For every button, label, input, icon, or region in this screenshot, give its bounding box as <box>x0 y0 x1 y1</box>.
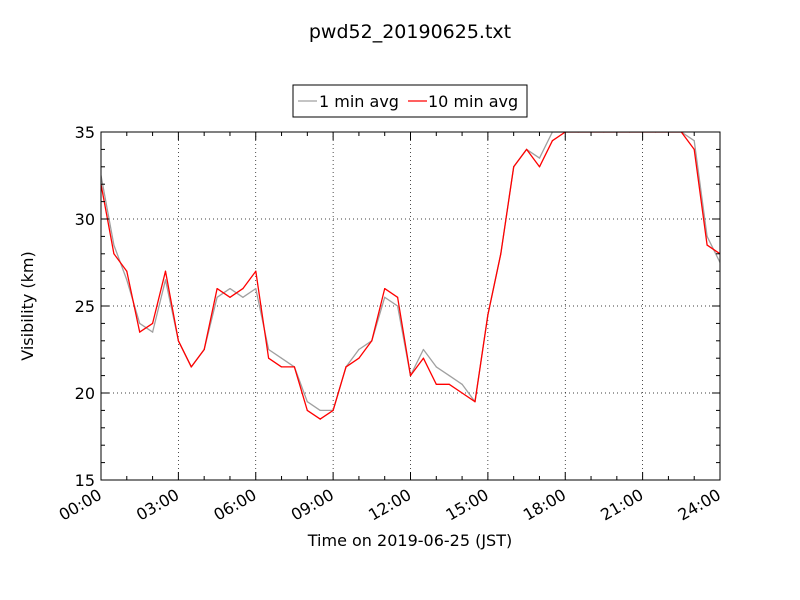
point-10min-avg <box>255 270 257 272</box>
point-1min-avg <box>229 288 231 290</box>
point-10min-avg <box>319 418 321 420</box>
point-1min-avg <box>358 348 360 351</box>
x-tick-label: 15:00 <box>442 485 491 525</box>
legend-label-10min: 10 min avg <box>428 92 518 111</box>
y-tick-label: 20 <box>75 384 95 403</box>
point-10min-avg <box>551 140 553 142</box>
x-tick-label: 00:00 <box>56 485 105 525</box>
point-10min-avg <box>409 375 412 377</box>
x-tick-label: 24:00 <box>675 485 724 525</box>
point-10min-avg <box>216 288 218 290</box>
point-1min-avg <box>139 322 141 324</box>
x-axis-label: Time on 2019-06-25 (JST) <box>307 531 512 550</box>
point-1min-avg <box>448 375 450 377</box>
point-1min-avg <box>435 366 437 368</box>
y-tick-label: 30 <box>75 210 95 229</box>
point-10min-avg <box>280 366 283 368</box>
plot-area <box>101 132 720 420</box>
point-1min-avg <box>164 279 167 281</box>
point-1min-avg <box>538 157 541 159</box>
point-10min-avg <box>242 288 244 290</box>
point-10min-avg <box>293 366 295 368</box>
legend-label-1min: 1 min avg <box>319 92 399 111</box>
point-1min-avg <box>268 348 270 351</box>
point-10min-avg <box>306 409 308 411</box>
point-10min-avg <box>203 348 205 351</box>
plot-frame <box>101 132 720 480</box>
point-10min-avg <box>345 366 347 368</box>
point-10min-avg <box>435 383 437 385</box>
point-1min-avg <box>242 296 244 298</box>
x-tick-label: 12:00 <box>365 485 414 525</box>
point-10min-avg <box>177 340 179 342</box>
point-10min-avg <box>113 253 115 255</box>
point-10min-avg <box>513 166 515 168</box>
x-tick-label: 21:00 <box>597 485 646 525</box>
point-10min-avg <box>384 288 386 290</box>
point-10min-avg <box>229 296 231 298</box>
point-10min-avg <box>526 148 528 150</box>
point-10min-avg <box>474 401 476 403</box>
x-tick-label: 03:00 <box>133 485 182 525</box>
point-10min-avg <box>164 270 167 272</box>
point-10min-avg <box>268 357 270 359</box>
point-1min-avg <box>280 357 283 359</box>
y-tick-label: 35 <box>75 123 95 142</box>
point-10min-avg <box>461 392 463 394</box>
point-10min-avg <box>706 244 708 246</box>
legend: 1 min avg 10 min avg <box>292 84 528 118</box>
x-tick-label: 09:00 <box>288 485 337 525</box>
point-1min-avg <box>319 409 321 411</box>
chart-title: pwd52_20190625.txt <box>309 21 511 43</box>
point-10min-avg <box>332 409 334 411</box>
point-1min-avg <box>384 296 386 298</box>
point-1min-avg <box>397 305 399 307</box>
point-10min-avg <box>371 340 373 342</box>
point-10min-avg <box>538 166 541 168</box>
point-10min-avg <box>152 322 154 324</box>
point-10min-avg <box>139 331 141 333</box>
point-1min-avg <box>255 288 257 290</box>
point-10min-avg <box>358 357 360 359</box>
point-10min-avg <box>422 357 424 359</box>
point-1min-avg <box>422 348 424 351</box>
point-10min-avg <box>190 366 192 368</box>
point-1min-avg <box>706 235 708 237</box>
point-1min-avg <box>113 244 115 246</box>
point-1min-avg <box>461 383 463 385</box>
point-10min-avg <box>693 148 695 150</box>
x-tick-label: 18:00 <box>520 485 569 525</box>
point-1min-avg <box>216 296 218 298</box>
point-1min-avg <box>152 331 154 333</box>
point-10min-avg <box>500 253 502 255</box>
y-tick-label: 25 <box>75 297 95 316</box>
y-axis-label: Visibility (km) <box>18 251 37 360</box>
point-10min-avg <box>397 296 399 298</box>
point-1min-avg <box>306 401 308 403</box>
point-10min-avg <box>126 270 128 272</box>
y-tick-label: 15 <box>75 471 95 490</box>
point-10min-avg <box>487 314 489 316</box>
point-1min-avg <box>693 140 695 142</box>
point-10min-avg <box>448 383 450 385</box>
x-tick-label: 06:00 <box>210 485 259 525</box>
point-1min-avg <box>126 279 128 281</box>
